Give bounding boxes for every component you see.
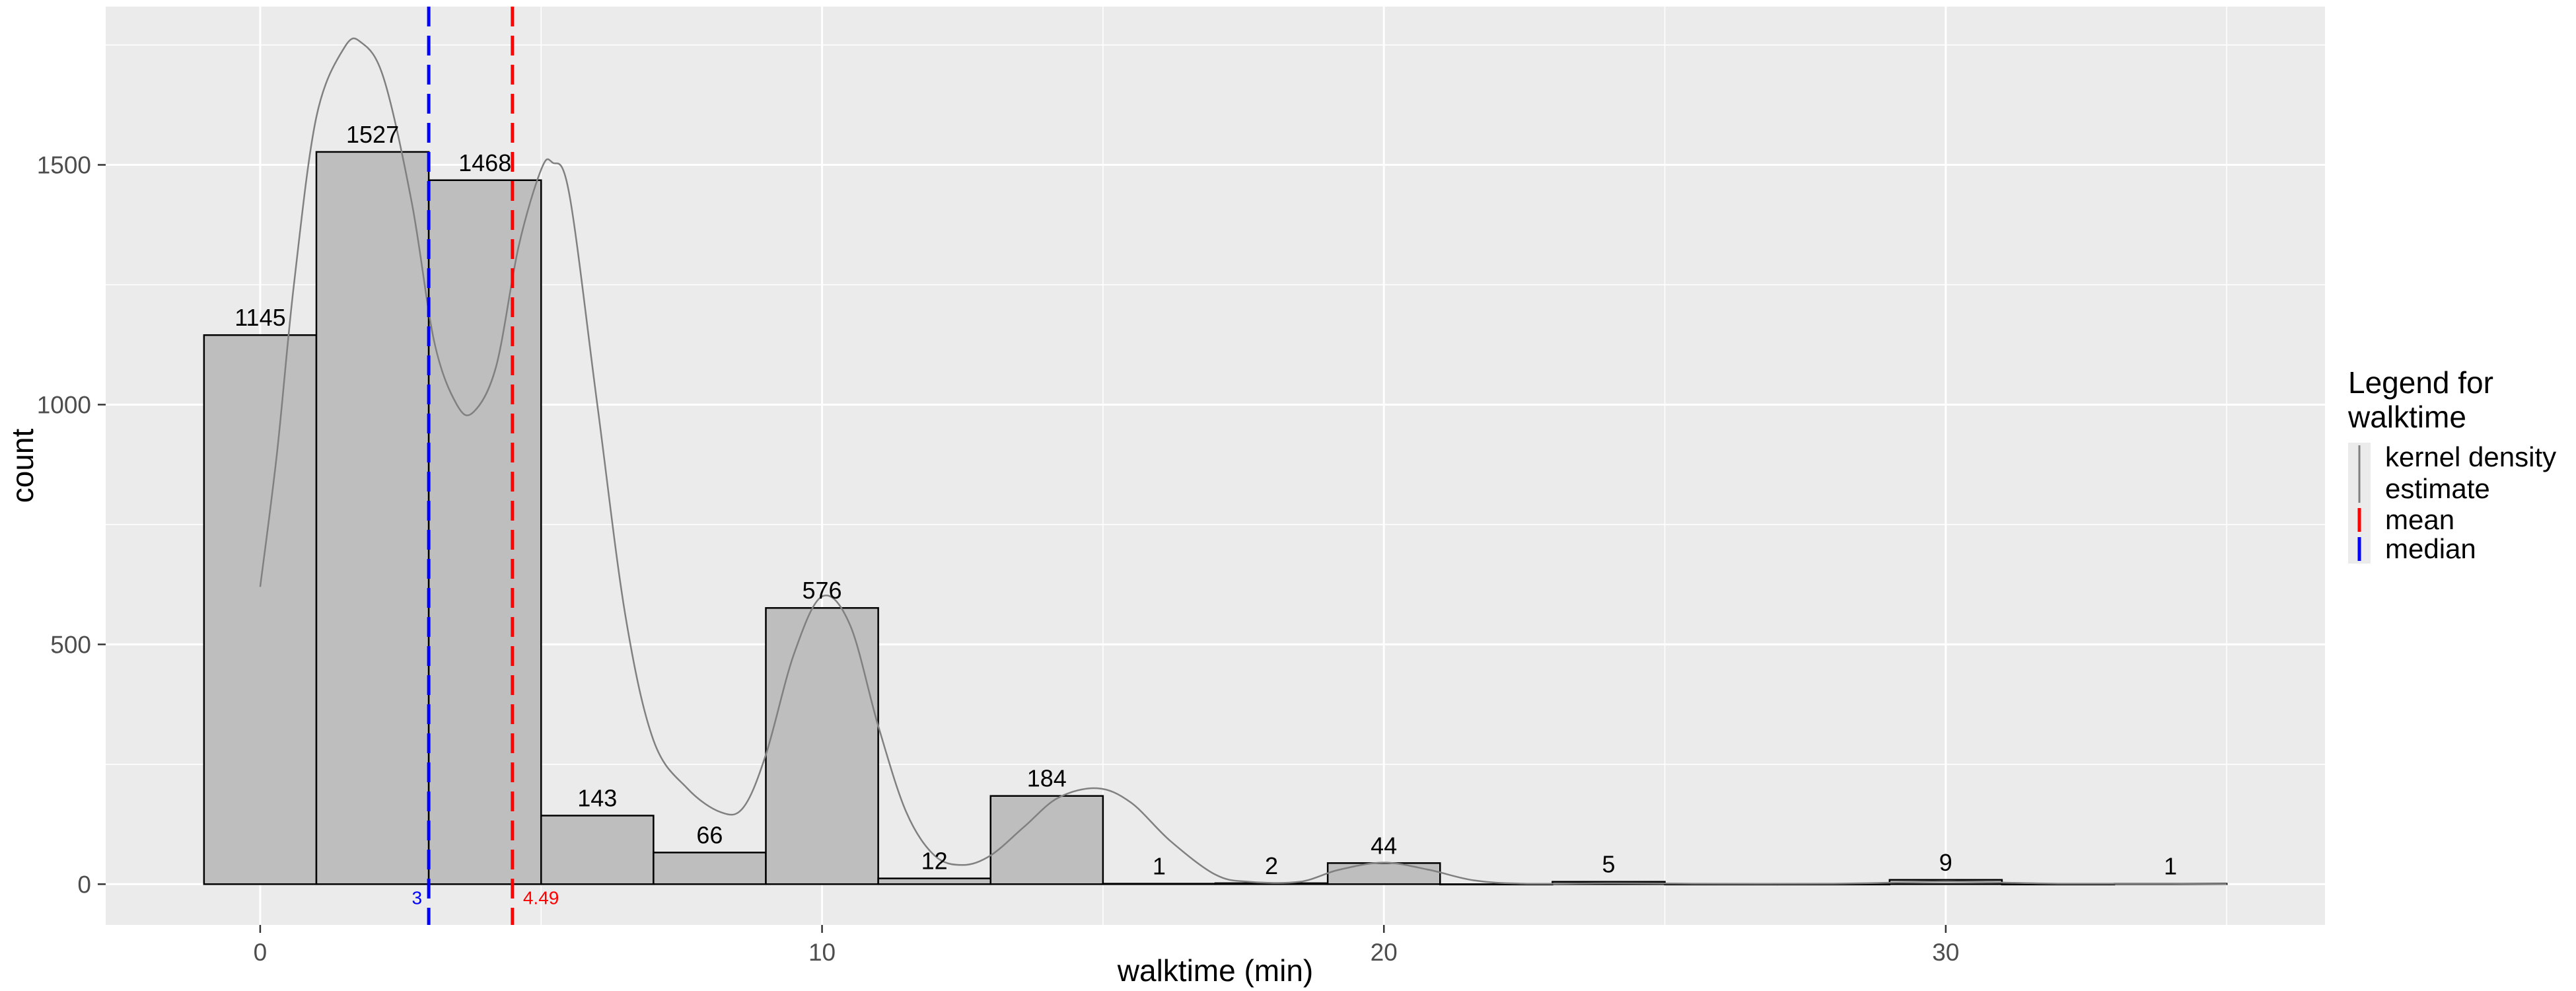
bar-count-label: 44 <box>1371 832 1397 859</box>
bar-count-label: 1468 <box>458 149 511 176</box>
bar-count-label: 184 <box>1027 765 1067 792</box>
histogram-bar <box>1102 883 1217 885</box>
histogram-bar <box>203 334 318 885</box>
bar-count-label: 143 <box>577 785 617 812</box>
y-tick-label: 500 <box>50 631 91 658</box>
bar-count-label: 1 <box>2164 853 2177 880</box>
x-tick-label: 10 <box>808 939 836 966</box>
density-curve <box>259 37 2227 885</box>
y-axis-title: count <box>5 429 40 503</box>
bar-count-label: 1527 <box>346 121 399 148</box>
histogram-bar <box>989 795 1104 885</box>
histogram-bar <box>1326 862 1441 885</box>
density-line <box>259 37 2227 885</box>
y-tick-label: 1500 <box>37 152 91 179</box>
histogram-bar <box>765 606 879 885</box>
mean-median-lines: 3 4.49 <box>412 7 559 925</box>
axes: 0 10 20 30 0 500 1000 1500 <box>37 152 1960 966</box>
bar-count-label: 1145 <box>234 304 285 331</box>
legend-label-mean: mean <box>2385 504 2454 535</box>
x-tick-label: 20 <box>1371 939 1398 966</box>
grid-lines <box>106 7 2325 925</box>
bar-count-label: 9 <box>1939 849 1952 876</box>
median-value-label: 3 <box>412 887 423 908</box>
bar-count-label: 12 <box>921 848 948 875</box>
bar-count-label: 576 <box>803 577 842 604</box>
histogram-bar <box>427 179 542 885</box>
histogram-bars <box>203 151 2228 886</box>
bar-count-label: 5 <box>1602 851 1615 878</box>
legend-label-density: kernel density <box>2385 441 2556 472</box>
mean-value-label: 4.49 <box>523 887 559 908</box>
bar-count-label: 2 <box>1265 852 1278 879</box>
bar-count-label: 1 <box>1153 853 1166 880</box>
x-axis-title: walktime (min) <box>1117 953 1313 988</box>
bar-count-label: 66 <box>696 821 723 848</box>
legend-title-line: walktime <box>2347 400 2466 434</box>
histogram-bar <box>653 852 767 885</box>
histogram-bar <box>315 151 430 885</box>
legend-title-line: Legend for <box>2348 365 2493 400</box>
histogram-bar <box>877 877 991 885</box>
x-tick-label: 30 <box>1932 939 1959 966</box>
y-tick-label: 0 <box>77 871 91 898</box>
legend-label-median: median <box>2385 533 2476 564</box>
legend-label-density: estimate <box>2385 473 2490 504</box>
x-tick-label: 0 <box>254 939 268 966</box>
histogram-bar <box>540 815 655 885</box>
y-tick-label: 1000 <box>37 391 91 418</box>
